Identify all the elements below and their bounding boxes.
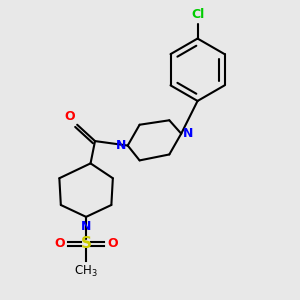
Text: O: O xyxy=(107,237,118,250)
Text: Cl: Cl xyxy=(191,8,204,21)
Text: N: N xyxy=(183,127,193,140)
Text: N: N xyxy=(81,220,91,233)
Text: O: O xyxy=(55,237,65,250)
Text: CH$_3$: CH$_3$ xyxy=(74,263,98,279)
Text: O: O xyxy=(64,110,75,123)
Text: S: S xyxy=(81,236,92,251)
Text: N: N xyxy=(116,139,126,152)
